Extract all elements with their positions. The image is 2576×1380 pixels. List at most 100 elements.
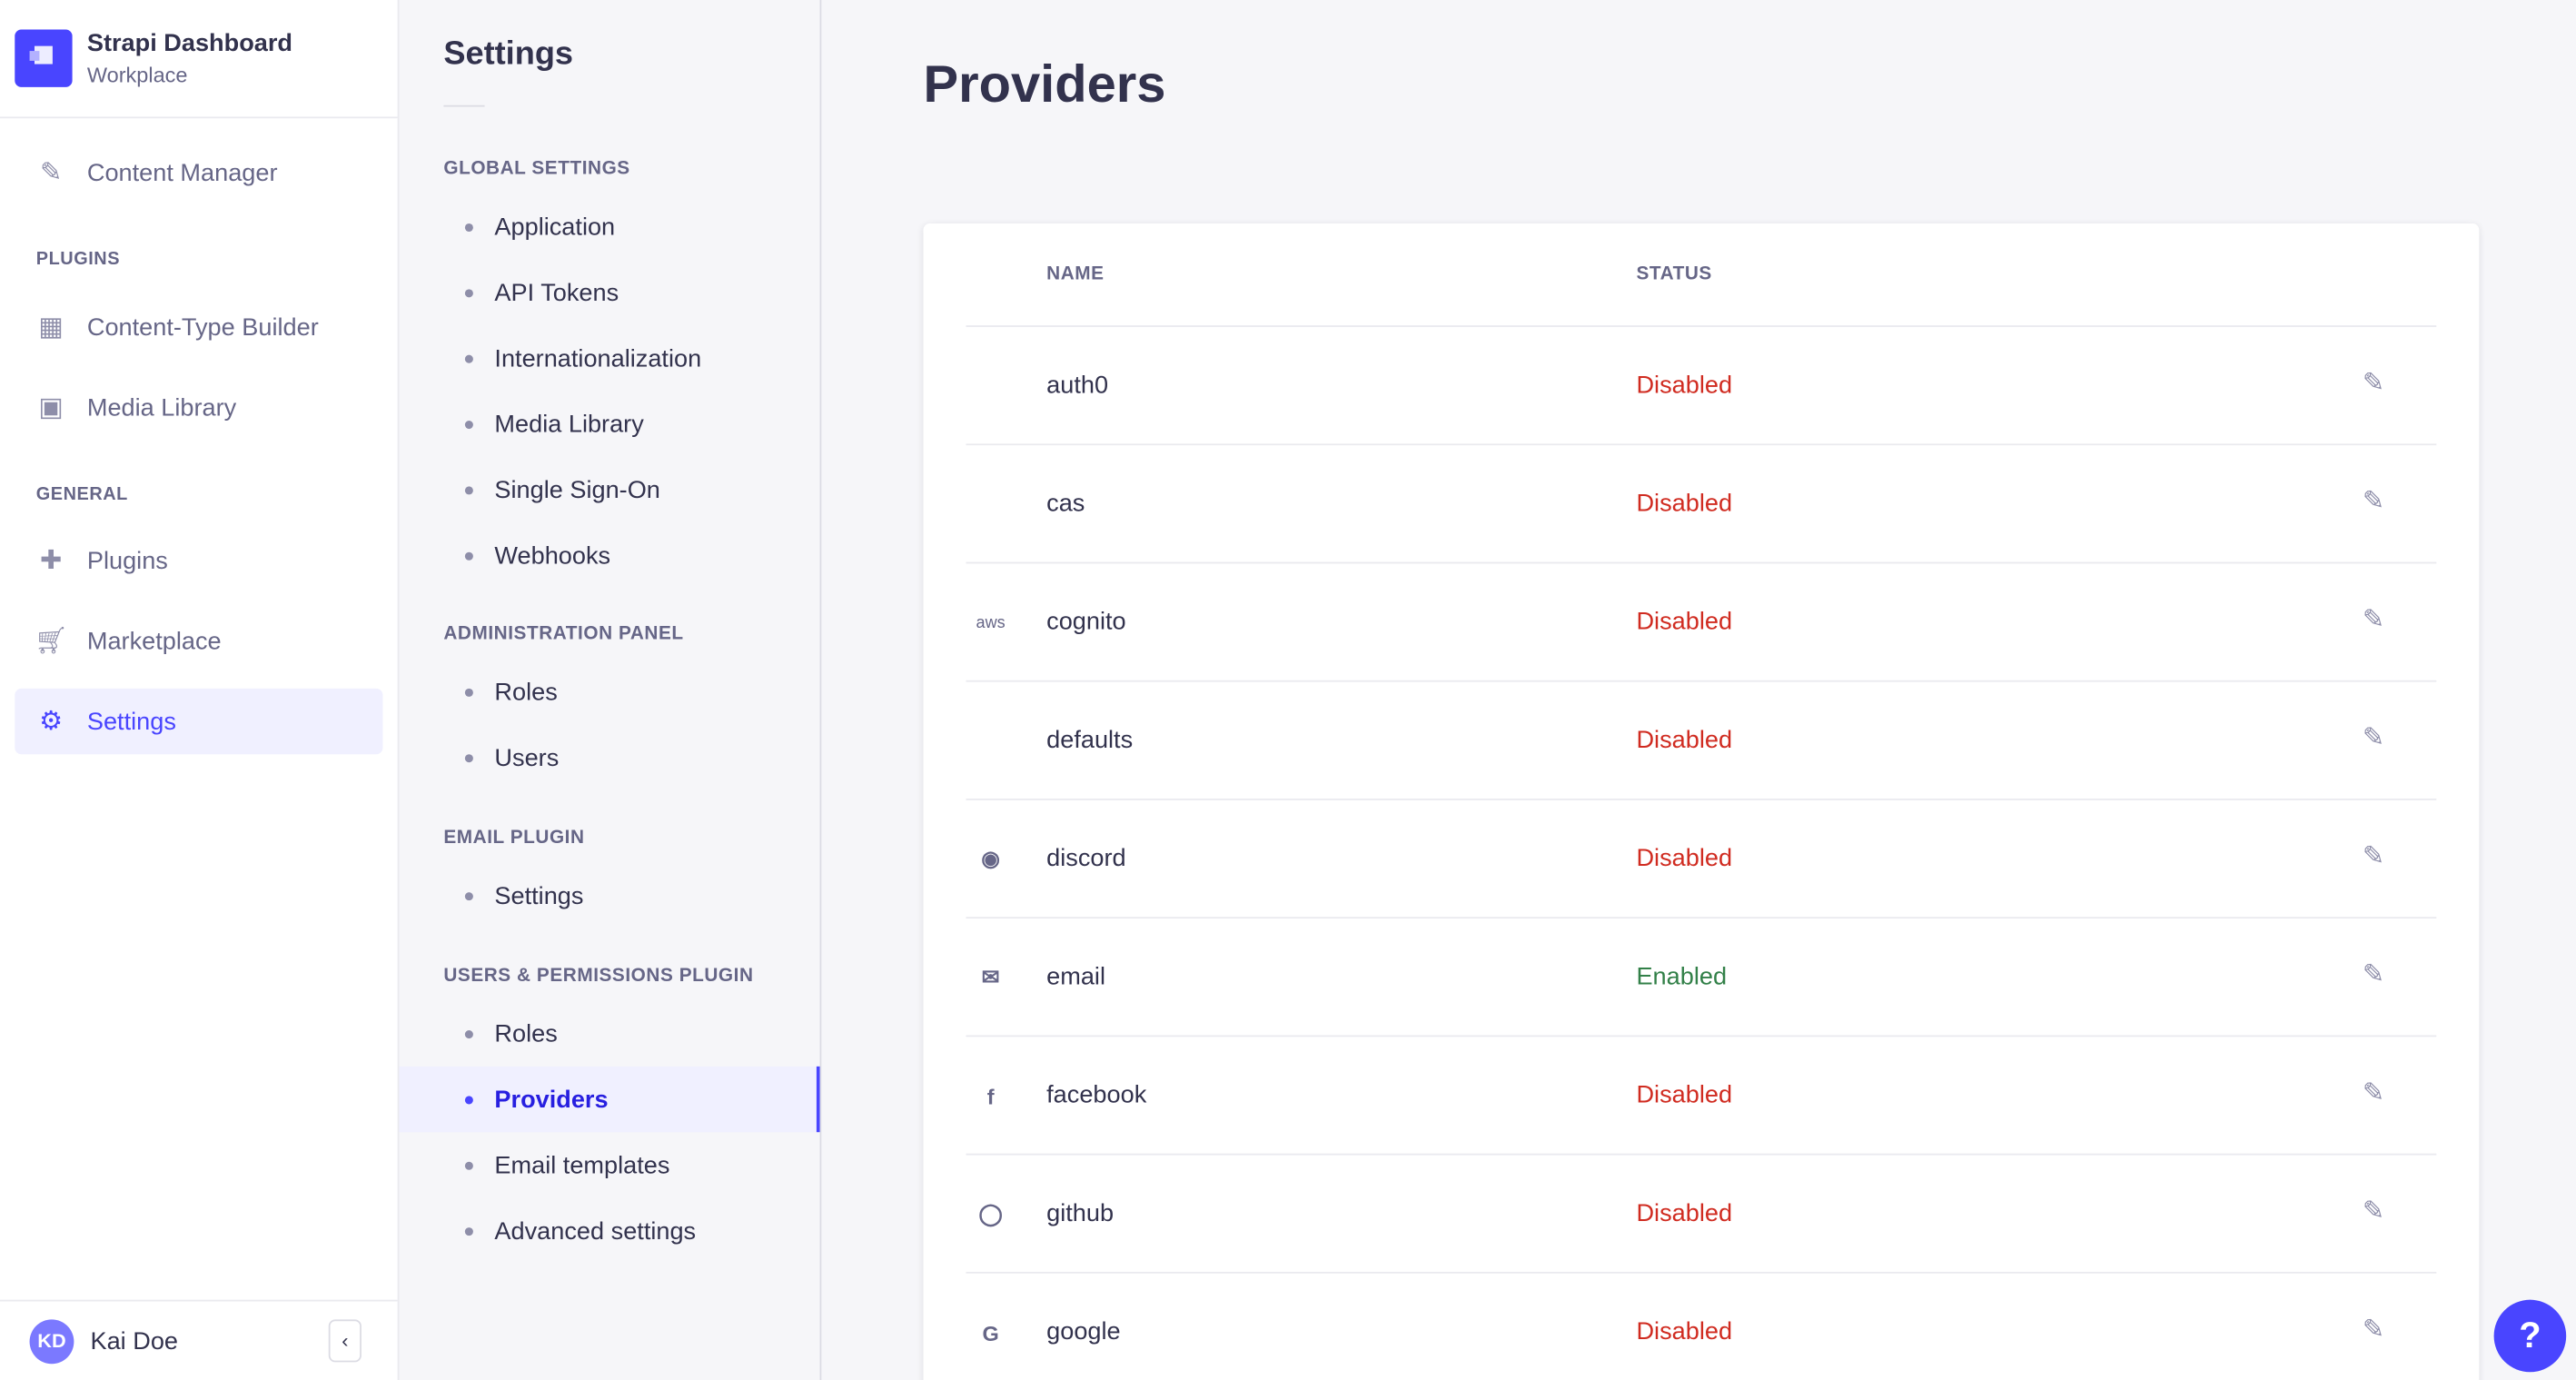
no-icon	[973, 372, 1009, 402]
subnav-label: Users	[494, 743, 560, 772]
edit-pencil-icon[interactable]: ✎	[2362, 1079, 2385, 1108]
status-badge: Enabled	[1636, 962, 1728, 991]
provider-name: email	[1046, 962, 1106, 991]
subnav-item-webhooks[interactable]: Webhooks	[400, 522, 820, 588]
subnav-label: Email templates	[494, 1150, 670, 1179]
subnav-item-admin-roles[interactable]: Roles	[400, 659, 820, 724]
status-badge: Disabled	[1636, 844, 1733, 873]
layout-icon: ▦	[38, 313, 64, 343]
table-row[interactable]: defaults Disabled ✎	[966, 680, 2437, 800]
subnav-label: Application	[494, 213, 616, 241]
column-header-status: STATUS	[1636, 264, 1712, 284]
status-badge: Disabled	[1636, 489, 1733, 518]
subnav-item-sso[interactable]: Single Sign-On	[400, 457, 820, 522]
help-button[interactable]: ?	[2493, 1299, 2567, 1373]
status-badge: Disabled	[1636, 1081, 1733, 1109]
table-row[interactable]: cas Disabled ✎	[966, 443, 2437, 563]
nav-content-manager[interactable]: ✎ Content Manager	[15, 140, 382, 205]
status-badge: Disabled	[1636, 1199, 1733, 1228]
table-row[interactable]: ◉ discord Disabled ✎	[966, 799, 2437, 918]
picture-icon: ▣	[38, 394, 64, 422]
table-row[interactable]: f facebook Disabled ✎	[966, 1035, 2437, 1155]
provider-name: cognito	[1046, 608, 1126, 636]
subnav-item-email-settings[interactable]: Settings	[400, 863, 820, 928]
edit-pencil-icon[interactable]: ✎	[2362, 961, 2385, 989]
strapi-logo-icon	[15, 29, 73, 87]
status-badge: Disabled	[1636, 371, 1733, 400]
edit-pencil-icon[interactable]: ✎	[2362, 606, 2385, 635]
subnav-label: Webhooks	[494, 541, 611, 570]
provider-name: google	[1046, 1317, 1121, 1346]
table-row[interactable]: ◯ github Disabled ✎	[966, 1153, 2437, 1274]
subnav-label: Providers	[494, 1085, 609, 1114]
no-icon	[973, 726, 1009, 756]
no-icon	[973, 490, 1009, 520]
nav-content-type-builder[interactable]: ▦ Content-Type Builder	[15, 294, 382, 360]
table-row[interactable]: ✉ email Enabled ✎	[966, 917, 2437, 1037]
collapse-nav-button[interactable]: ‹	[328, 1319, 362, 1363]
nav-label: Plugins	[86, 546, 168, 575]
settings-subnav: Settings GLOBAL SETTINGS Application API…	[399, 0, 822, 1380]
subnav-label: Media Library	[494, 410, 644, 439]
subnav-item-media-library[interactable]: Media Library	[400, 391, 820, 456]
provider-name: discord	[1046, 844, 1126, 873]
edit-pencil-icon[interactable]: ✎	[2362, 1197, 2385, 1226]
nav-plugins[interactable]: ✚ Plugins	[15, 528, 382, 593]
brand: Strapi Dashboard Workplace	[0, 0, 398, 119]
subnav-item-application[interactable]: Application	[400, 194, 820, 259]
provider-name: facebook	[1046, 1081, 1147, 1109]
subnav-group-title: USERS & PERMISSIONS PLUGIN	[443, 966, 754, 987]
subnav-label: Settings	[494, 881, 584, 910]
subnav-label: Roles	[494, 1019, 558, 1048]
user-footer: KD Kai Doe ‹	[0, 1299, 398, 1380]
subnav-item-internationalization[interactable]: Internationalization	[400, 325, 820, 391]
nav-settings[interactable]: ⚙ Settings	[15, 688, 383, 755]
provider-name: auth0	[1046, 371, 1109, 400]
table-row[interactable]: aws cognito Disabled ✎	[966, 561, 2437, 682]
divider	[443, 104, 485, 107]
edit-pencil-icon[interactable]: ✎	[2362, 842, 2385, 871]
facebook-icon: f	[986, 1083, 995, 1108]
edit-pencil-icon[interactable]: ✎	[2362, 1315, 2385, 1345]
nav-group-plugins: PLUGINS	[35, 249, 121, 270]
provider-name: defaults	[1046, 726, 1134, 755]
table-row[interactable]: auth0 Disabled ✎	[966, 325, 2437, 445]
status-badge: Disabled	[1636, 608, 1733, 636]
subnav-label: Advanced settings	[494, 1216, 697, 1246]
nav-media-library[interactable]: ▣ Media Library	[15, 374, 382, 440]
discord-icon: ◉	[981, 846, 1000, 871]
nav-marketplace[interactable]: 🛒︎ Marketplace	[15, 608, 382, 673]
provider-name: cas	[1046, 489, 1085, 518]
google-icon: G	[982, 1320, 999, 1345]
subnav-item-api-tokens[interactable]: API Tokens	[400, 260, 820, 325]
nav-label: Marketplace	[86, 627, 222, 655]
column-header-name: NAME	[1046, 264, 1105, 284]
brand-title: Strapi Dashboard	[86, 29, 293, 58]
subnav-group-title: EMAIL PLUGIN	[443, 828, 585, 849]
email-icon: ✉	[981, 964, 1000, 989]
subnav-item-users[interactable]: Users	[400, 725, 820, 790]
edit-pencil-icon[interactable]: ✎	[2362, 369, 2385, 398]
cart-icon: 🛒︎	[34, 627, 68, 656]
edit-pencil-icon[interactable]: ✎	[2362, 488, 2385, 516]
status-badge: Disabled	[1636, 726, 1733, 755]
subnav-item-email-templates[interactable]: Email templates	[400, 1132, 820, 1197]
brand-subtitle: Workplace	[86, 62, 188, 87]
subnav-item-advanced-settings[interactable]: Advanced settings	[400, 1198, 820, 1264]
edit-pencil-icon[interactable]: ✎	[2362, 724, 2385, 753]
subnav-item-providers[interactable]: Providers	[399, 1066, 820, 1133]
table-row[interactable]: G google Disabled ✎	[966, 1271, 2437, 1380]
nav-label: Settings	[86, 707, 176, 736]
avatar[interactable]: KD	[29, 1318, 74, 1364]
subnav-item-up-roles[interactable]: Roles	[400, 1000, 820, 1066]
subnav-group-title: GLOBAL SETTINGS	[443, 159, 630, 180]
status-badge: Disabled	[1636, 1317, 1733, 1346]
subnav-label: Internationalization	[494, 343, 702, 372]
subnav-label: API Tokens	[494, 278, 619, 307]
subnav-label: Single Sign-On	[494, 475, 660, 504]
providers-table: NAME STATUS auth0 Disabled ✎ cas Disable…	[923, 223, 2480, 1380]
nav-label: Content-Type Builder	[86, 313, 319, 342]
subnav-group-title: ADMINISTRATION PANEL	[443, 624, 684, 645]
page-title: Providers	[923, 54, 1166, 114]
user-name[interactable]: Kai Doe	[90, 1326, 179, 1355]
